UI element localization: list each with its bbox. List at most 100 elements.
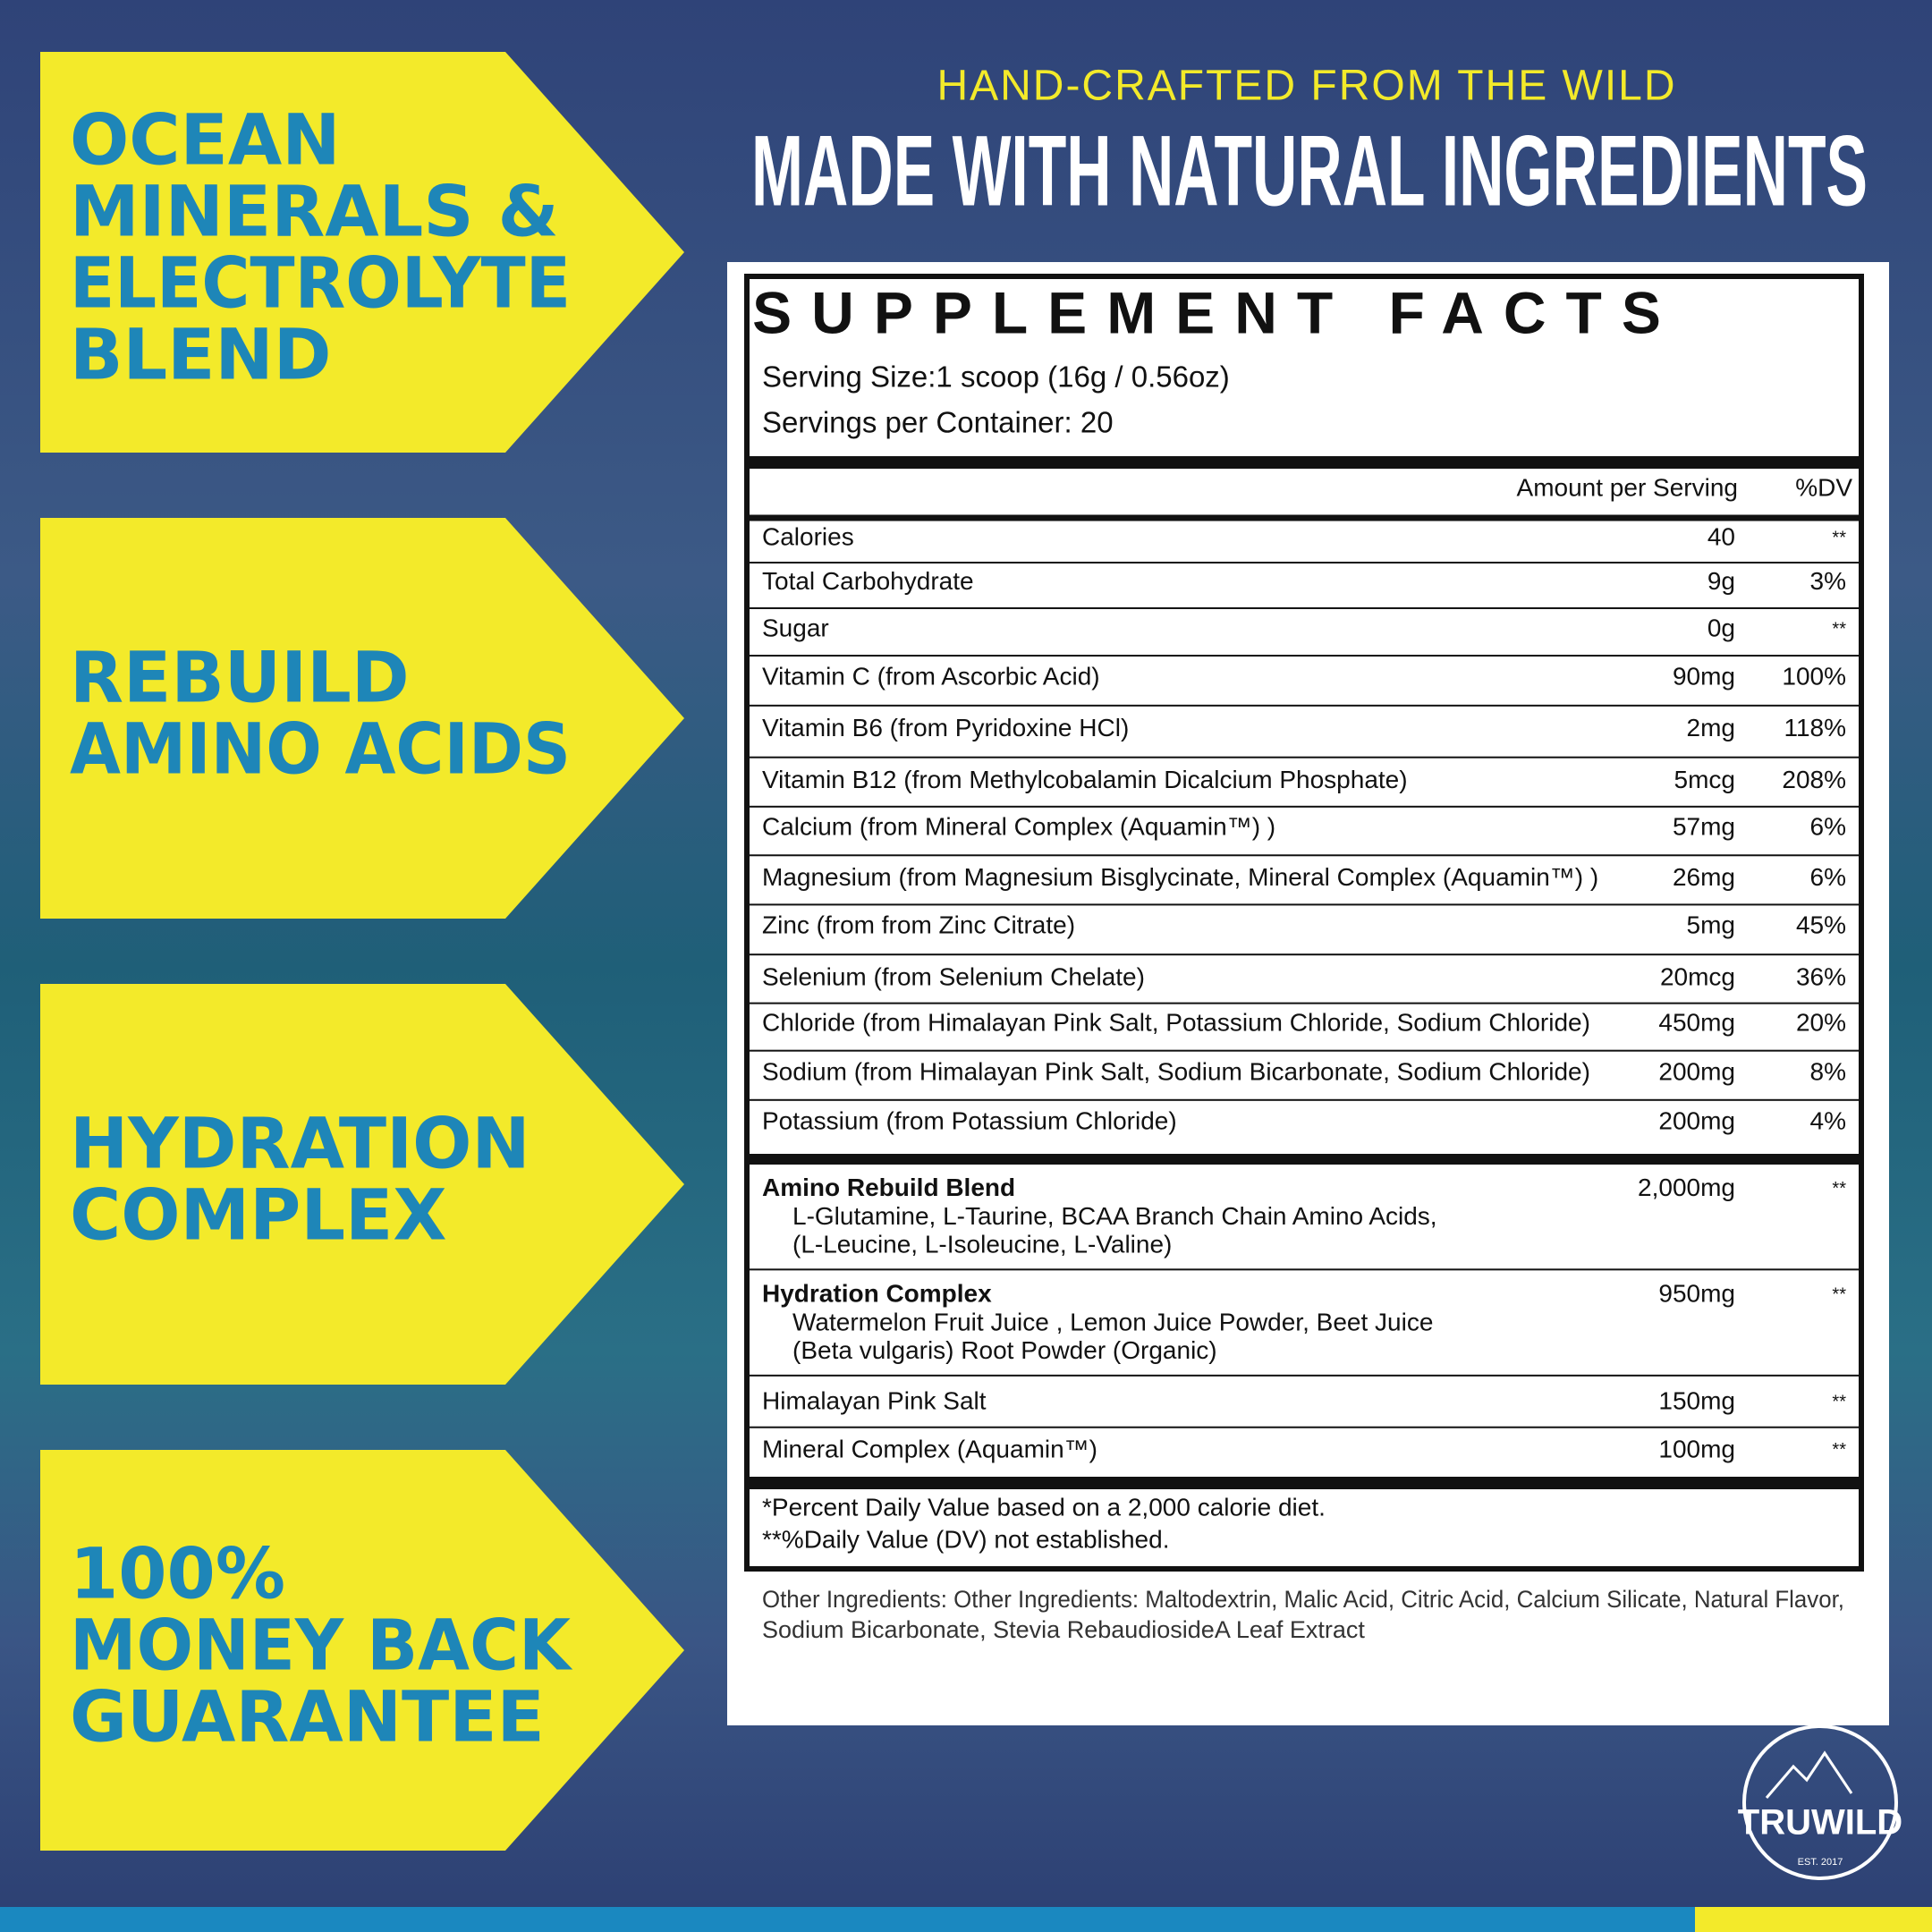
blend-dv: **	[1832, 1285, 1846, 1305]
divider	[747, 1154, 1861, 1165]
nutrient-name: Total Carbohydrate	[762, 567, 974, 595]
nutrient-dv: 6%	[1810, 863, 1846, 891]
nutrient-name: Potassium (from Potassium Chloride)	[762, 1107, 1177, 1135]
nutrient-dv: 36%	[1796, 963, 1846, 991]
serving-size: Serving Size:1 scoop (16g / 0.56oz)	[762, 360, 1230, 394]
footnote: *Percent Daily Value based on a 2,000 ca…	[762, 1493, 1326, 1521]
badge-text: MONEY BACK	[70, 1606, 572, 1686]
divider	[747, 655, 1861, 657]
nutrient-amount: 2mg	[1687, 714, 1735, 741]
blend-name: Himalayan Pink Salt	[762, 1387, 987, 1415]
divider	[747, 1477, 1861, 1489]
logo-mountains	[1765, 1750, 1853, 1799]
nutrient-dv: 100%	[1782, 662, 1846, 690]
blend-name: Hydration Complex	[762, 1280, 992, 1308]
servings: Servings per Container: 20	[762, 406, 1114, 439]
nutrient-amount: 26mg	[1673, 863, 1735, 891]
blend-ingredients: Watermelon Fruit Juice , Lemon Juice Pow…	[792, 1308, 1433, 1335]
badge-text: ELECTROLYTE	[70, 243, 571, 324]
nutrient-dv: **	[1832, 528, 1846, 547]
badge-text: 100%	[70, 1534, 285, 1614]
badge-text: OCEAN	[70, 100, 340, 181]
divider	[747, 1098, 1861, 1101]
nutrient-dv: **	[1832, 619, 1846, 639]
nutrient-name: Selenium (from Selenium Chelate)	[762, 963, 1145, 991]
divider	[747, 606, 1861, 609]
badge-text: MINERALS &	[70, 172, 559, 252]
tagline: HAND-CRAFTED FROM THE WILD	[936, 63, 1676, 110]
nutrient-name: Sodium (from Himalayan Pink Salt, Sodium…	[762, 1058, 1590, 1086]
badge	[40, 984, 684, 1385]
other-ingredients: Sodium Bicarbonate, Stevia RebaudiosideA…	[762, 1616, 1365, 1643]
divider	[747, 805, 1861, 808]
nutrient-name: Sugar	[762, 614, 829, 642]
other-ingredients: Other Ingredients: Other Ingredients: Ma…	[762, 1586, 1844, 1613]
nutrient-dv: 4%	[1810, 1107, 1846, 1135]
divider	[747, 1002, 1861, 1004]
nutrient-name: Vitamin C (from Ascorbic Acid)	[762, 662, 1100, 690]
nutrient-name: Zinc (from from Zinc Citrate)	[762, 911, 1075, 939]
divider	[747, 514, 1861, 521]
logo-est: EST. 2017	[1798, 1857, 1843, 1868]
nutrient-amount: 57mg	[1673, 812, 1735, 840]
nutrient-dv: 8%	[1810, 1058, 1846, 1086]
blend-ingredients: L-Glutamine, L-Taurine, BCAA Branch Chai…	[792, 1202, 1437, 1230]
badge-text: GUARANTEE	[70, 1677, 545, 1758]
logo-ring	[1742, 1724, 1898, 1880]
logo-brand: TRUWILD	[1738, 1803, 1902, 1843]
divider	[747, 953, 1861, 956]
stripe	[0, 1907, 1695, 1932]
blend-dv: **	[1832, 1440, 1846, 1460]
nutrient-amount: 40	[1707, 523, 1735, 551]
nutrient-name: Magnesium (from Magnesium Bisglycinate, …	[762, 863, 1598, 891]
divider	[747, 1374, 1861, 1377]
nutrient-dv: 208%	[1782, 766, 1846, 793]
nutrient-amount: 9g	[1707, 567, 1735, 595]
blend-dv: **	[1832, 1392, 1846, 1411]
nutrient-dv: 6%	[1810, 812, 1846, 840]
nutrient-amount: 90mg	[1673, 662, 1735, 690]
divider	[747, 1426, 1861, 1428]
nutrient-name: Calcium (from Mineral Complex (Aquamin™)…	[762, 812, 1275, 840]
divider	[747, 1049, 1861, 1052]
blend-dv: **	[1832, 1179, 1846, 1199]
nutrient-name: Vitamin B6 (from Pyridoxine HCl)	[762, 714, 1129, 741]
blend-ingredients: (Beta vulgaris) Root Powder (Organic)	[792, 1336, 1217, 1364]
badge	[40, 52, 684, 453]
divider	[747, 903, 1861, 906]
blend-name: Mineral Complex (Aquamin™)	[762, 1435, 1097, 1462]
nutrient-name: Chloride (from Himalayan Pink Salt, Pota…	[762, 1009, 1590, 1037]
badge-text: HYDRATION	[70, 1104, 530, 1184]
divider	[747, 456, 1861, 469]
column-header: %DV	[1795, 473, 1852, 501]
blend-amount: 100mg	[1658, 1435, 1735, 1462]
blend-amount: 950mg	[1658, 1280, 1735, 1308]
facts-title: SUPPLEMENT FACTS	[752, 279, 1681, 345]
column-header: Amount per Serving	[1517, 473, 1738, 501]
blend-ingredients: (L-Leucine, L-Isoleucine, L-Valine)	[792, 1231, 1172, 1258]
nutrient-amount: 0g	[1707, 614, 1735, 642]
badge-text: REBUILD	[70, 638, 410, 718]
nutrient-amount: 450mg	[1658, 1009, 1735, 1037]
blend-amount: 150mg	[1658, 1387, 1735, 1415]
nutrient-dv: 45%	[1796, 911, 1846, 939]
badge	[40, 1450, 684, 1851]
footnote: **%Daily Value (DV) not established.	[762, 1525, 1169, 1553]
badge-text: COMPLEX	[70, 1175, 446, 1256]
stripe	[1695, 1907, 1932, 1932]
nutrient-amount: 20mcg	[1660, 963, 1735, 991]
divider	[747, 756, 1861, 758]
badge-text: AMINO ACIDS	[70, 709, 571, 790]
blend-amount: 2,000mg	[1638, 1174, 1735, 1201]
nutrient-amount: 5mg	[1687, 911, 1735, 939]
headline: MADE WITH NATURAL INGREDIENTS	[751, 115, 1868, 227]
nutrient-name: Calories	[762, 523, 854, 551]
nutrient-dv: 20%	[1796, 1009, 1846, 1037]
divider	[747, 854, 1861, 857]
badge	[40, 518, 684, 919]
badge-text: BLEND	[70, 315, 331, 395]
nutrient-dv: 118%	[1784, 714, 1846, 741]
divider	[747, 704, 1861, 707]
divider	[747, 561, 1861, 564]
